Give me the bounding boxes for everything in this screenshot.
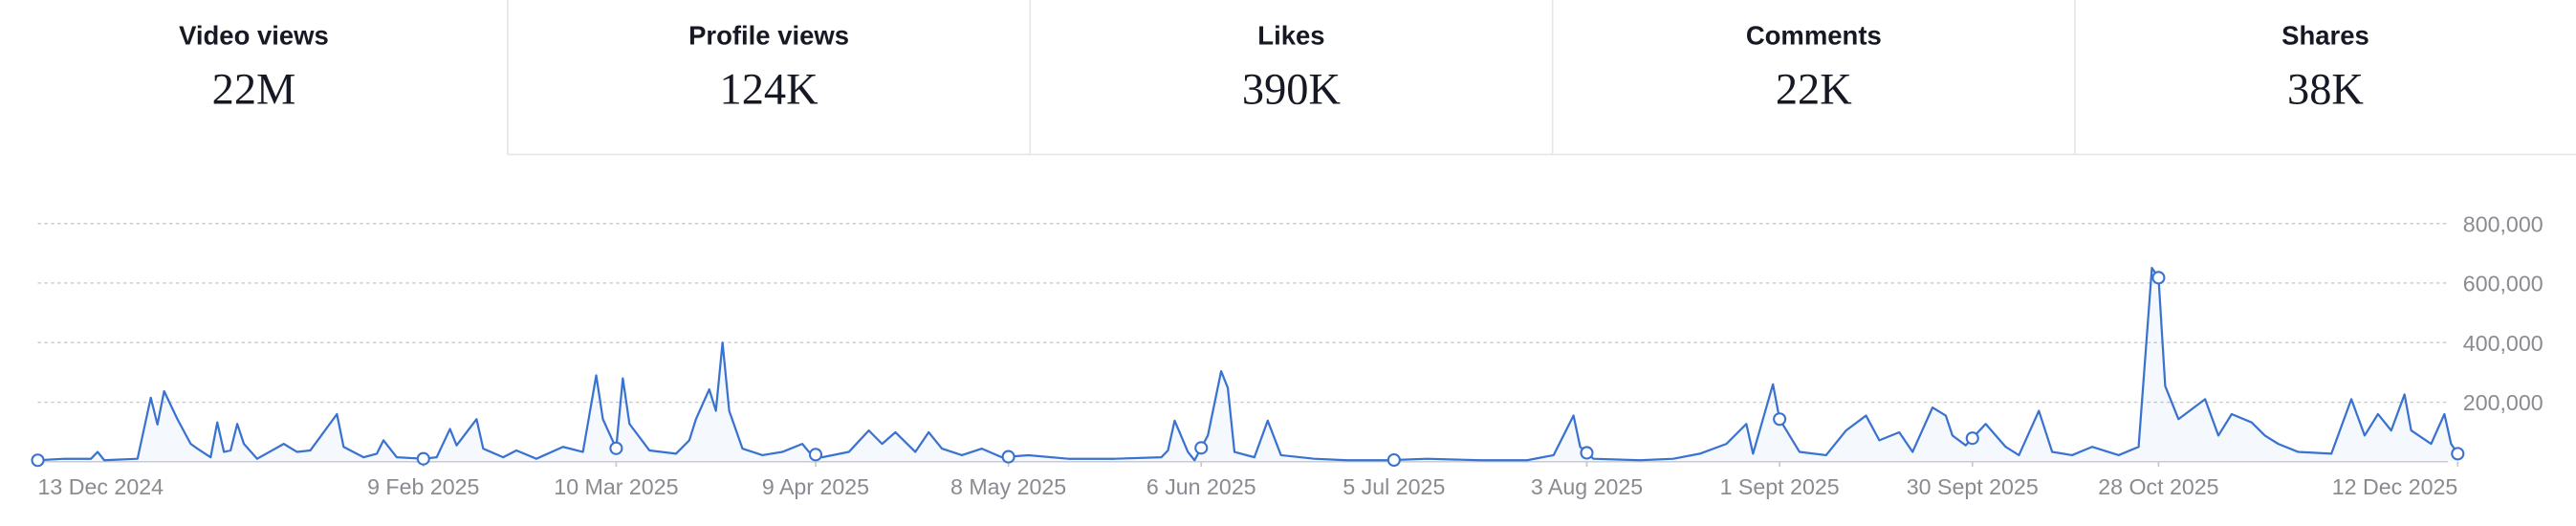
y-tick-label: 400,000 xyxy=(2463,331,2543,356)
tab-value: 390K xyxy=(1242,65,1342,114)
point-marker xyxy=(1386,452,1401,468)
tab-background xyxy=(2074,0,2576,155)
line xyxy=(37,266,2459,462)
tab-background xyxy=(0,0,508,155)
tab-value: 22M xyxy=(212,65,296,114)
point-marker xyxy=(416,451,430,466)
metric-tab[interactable]: Profile views 124K xyxy=(507,0,1031,156)
tab-background xyxy=(1552,0,2075,155)
tab-title: Comments xyxy=(1746,20,1882,50)
point-marker xyxy=(1580,446,1594,460)
point-marker xyxy=(2451,447,2465,461)
x-tick-label: 5 Jul 2025 xyxy=(1343,474,1445,499)
x-tick-label: 9 Apr 2025 xyxy=(762,474,869,499)
metric-tab[interactable]: Likes 390K xyxy=(1029,0,1553,156)
tab-value: 124K xyxy=(720,65,819,114)
x-tick-label: 3 Aug 2025 xyxy=(1531,474,1643,499)
metric-tab[interactable]: Shares 38K xyxy=(2074,0,2576,156)
x-tick-label: 1 Sept 2025 xyxy=(1720,474,1840,499)
tab-background xyxy=(1030,0,1553,155)
tab-background xyxy=(507,0,1031,155)
metric-tab[interactable]: Comments 22K xyxy=(1551,0,2075,156)
point-marker xyxy=(1965,431,1979,446)
tab-title: Shares xyxy=(2281,20,2369,50)
x-tick-label: 8 May 2025 xyxy=(950,474,1066,499)
x-tick-label: 28 Oct 2025 xyxy=(2098,474,2218,499)
point-marker xyxy=(2151,271,2166,285)
x-tick-label: 9 Feb 2025 xyxy=(367,474,479,499)
x-tick-label: 6 Jun 2025 xyxy=(1146,474,1256,499)
x-tick-label: 10 Mar 2025 xyxy=(554,474,678,499)
metric-tab[interactable]: Video views 22M xyxy=(0,0,508,155)
tab-title: Video views xyxy=(179,20,329,50)
point-marker xyxy=(1773,412,1787,427)
x-tick-label: 12 Dec 2025 xyxy=(2332,474,2458,499)
tab-value: 38K xyxy=(2287,65,2364,114)
area xyxy=(37,268,2458,462)
tab-title: Likes xyxy=(1257,20,1324,50)
x-tick-label: 30 Sept 2025 xyxy=(1907,474,2039,499)
point-marker xyxy=(31,453,45,468)
point-marker xyxy=(1001,449,1015,464)
point-marker xyxy=(609,441,623,455)
point-marker xyxy=(1194,441,1209,455)
y-tick-label: 600,000 xyxy=(2463,272,2543,296)
tab-value: 22K xyxy=(1776,65,1852,114)
y-tick-label: 800,000 xyxy=(2463,211,2543,236)
point-marker xyxy=(808,448,823,462)
y-tick-label: 200,000 xyxy=(2463,390,2543,415)
x-tick-label: 13 Dec 2024 xyxy=(38,474,164,499)
tab-title: Profile views xyxy=(688,20,849,50)
